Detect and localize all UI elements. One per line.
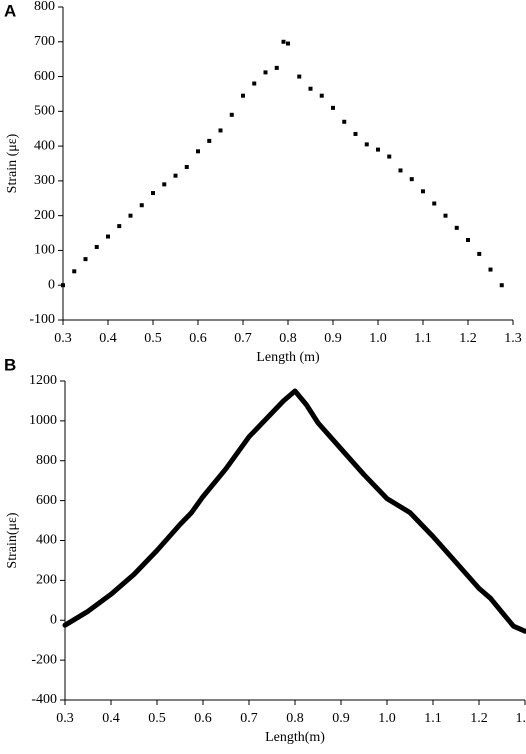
y-tick-label: 100 bbox=[34, 243, 55, 258]
y-tick-label: 200 bbox=[34, 208, 55, 223]
x-axis-label: Length (m) bbox=[256, 350, 320, 365]
data-point bbox=[162, 182, 167, 187]
data-point bbox=[286, 41, 290, 46]
x-tick-label: 0.3 bbox=[54, 331, 72, 346]
data-point bbox=[319, 93, 324, 98]
y-tick-label: 0 bbox=[50, 612, 57, 627]
data-point bbox=[106, 234, 110, 239]
x-tick-label: 1.0 bbox=[378, 711, 396, 726]
y-tick-label: 600 bbox=[34, 69, 55, 84]
data-point bbox=[488, 267, 493, 272]
panel-label: A bbox=[4, 1, 16, 20]
y-tick-label: 400 bbox=[36, 533, 57, 548]
data-point bbox=[353, 131, 358, 136]
x-axis-label: Length(m) bbox=[265, 730, 325, 745]
y-tick-label: 400 bbox=[34, 138, 55, 153]
data-point bbox=[173, 173, 178, 178]
x-tick-label: 0.4 bbox=[102, 711, 120, 726]
y-tick-label: 1200 bbox=[29, 373, 57, 388]
data-point bbox=[297, 74, 302, 79]
data-point bbox=[218, 128, 223, 133]
data-point bbox=[184, 164, 189, 169]
data-line bbox=[62, 388, 526, 634]
data-point bbox=[196, 149, 200, 154]
x-tick-label: 0.6 bbox=[189, 331, 207, 346]
data-point bbox=[263, 70, 268, 75]
y-tick-label: 600 bbox=[36, 493, 57, 508]
data-point bbox=[443, 213, 448, 218]
y-tick-label: -400 bbox=[31, 692, 57, 707]
x-tick-label: 0.3 bbox=[56, 711, 74, 726]
data-point bbox=[499, 283, 504, 288]
x-tick-label: 0.7 bbox=[240, 711, 258, 726]
data-point bbox=[83, 257, 88, 262]
data-point bbox=[252, 81, 257, 86]
x-tick-label: 1.1 bbox=[424, 711, 442, 726]
data-point bbox=[398, 168, 403, 173]
x-tick-label: 0.5 bbox=[148, 711, 166, 726]
x-tick-label: 1.3 bbox=[504, 331, 522, 346]
data-point bbox=[409, 177, 414, 182]
y-tick-label: 800 bbox=[36, 453, 57, 468]
data-point bbox=[477, 251, 482, 256]
y-tick-label: 0 bbox=[48, 277, 55, 292]
x-tick-label: 0.7 bbox=[234, 331, 252, 346]
y-tick-label: -100 bbox=[29, 312, 55, 327]
y-tick-label: 200 bbox=[36, 573, 57, 588]
data-point bbox=[61, 283, 65, 288]
x-tick-label: 0.8 bbox=[286, 711, 304, 726]
x-tick-label: 0.4 bbox=[99, 331, 117, 346]
y-tick-label: 300 bbox=[34, 173, 55, 188]
x-tick-label: 0.6 bbox=[194, 711, 212, 726]
y-tick-label: 700 bbox=[34, 34, 55, 49]
data-point bbox=[387, 154, 392, 159]
data-point bbox=[432, 201, 437, 206]
data-point bbox=[274, 65, 279, 70]
data-point bbox=[421, 189, 425, 194]
data-point bbox=[342, 119, 347, 124]
x-tick-label: 1. bbox=[516, 711, 526, 726]
data-point bbox=[117, 224, 122, 229]
x-tick-label: 1.0 bbox=[369, 331, 387, 346]
x-tick-label: 1.2 bbox=[470, 711, 488, 726]
data-point bbox=[466, 238, 470, 243]
data-point bbox=[139, 203, 144, 208]
data-point bbox=[331, 105, 335, 110]
data-point bbox=[151, 191, 155, 196]
y-tick-label: 500 bbox=[34, 104, 55, 119]
data-point bbox=[308, 86, 313, 91]
data-point bbox=[454, 225, 459, 230]
x-tick-label: 1.1 bbox=[414, 331, 432, 346]
x-tick-label: 0.8 bbox=[279, 331, 297, 346]
data-point bbox=[72, 269, 77, 274]
data-point bbox=[229, 112, 234, 117]
y-tick-label: -200 bbox=[31, 652, 57, 667]
data-point bbox=[281, 39, 286, 44]
x-tick-label: 1.2 bbox=[459, 331, 477, 346]
x-tick-label: 0.9 bbox=[324, 331, 342, 346]
y-axis-label: Strain (με) bbox=[5, 133, 20, 193]
data-point bbox=[128, 213, 133, 218]
data-point bbox=[94, 244, 99, 249]
y-axis-label: Strain(με) bbox=[5, 512, 20, 568]
data-point bbox=[241, 93, 245, 98]
y-tick-label: 800 bbox=[34, 0, 55, 14]
x-tick-label: 0.9 bbox=[332, 711, 350, 726]
x-tick-label: 0.5 bbox=[144, 331, 162, 346]
data-point bbox=[364, 142, 369, 147]
y-tick-label: 1000 bbox=[29, 413, 57, 428]
data-point bbox=[376, 147, 380, 152]
data-point bbox=[207, 138, 212, 143]
panel-label: B bbox=[4, 355, 16, 374]
